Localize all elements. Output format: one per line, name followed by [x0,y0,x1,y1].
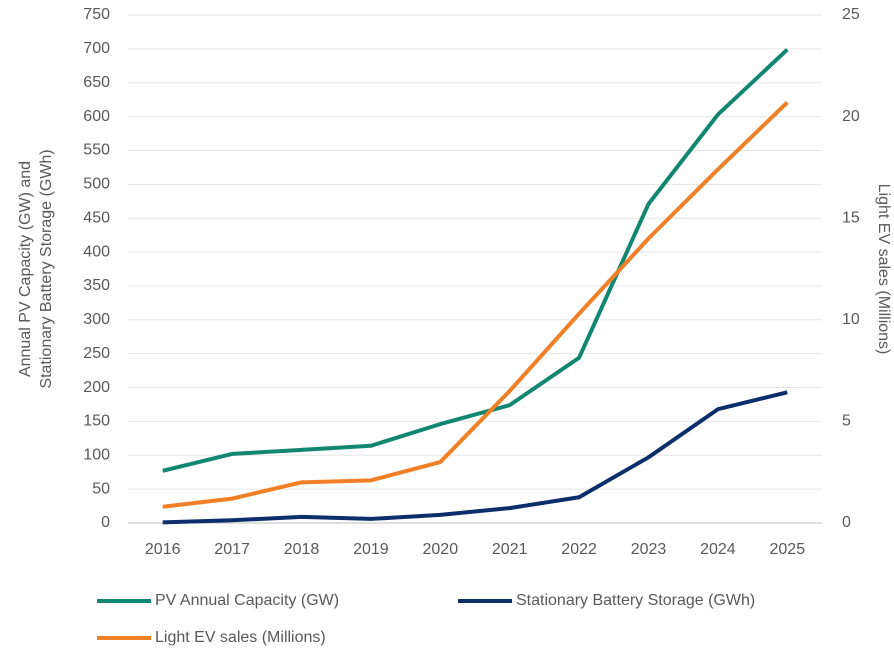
y2-tick-label: 5 [842,413,851,430]
y-tick-label: 250 [83,345,110,362]
y-tick-label: 300 [83,311,110,328]
y-tick-label: 500 [83,176,110,193]
x-tick-label: 2016 [145,541,181,558]
y-axis-label: Stationary Battery Storage (GWh) [38,149,55,388]
series-line [162,48,789,473]
x-tick-label: 2022 [561,541,597,558]
y-tick-label: 100 [83,446,110,463]
y2-tick-label: 25 [842,6,860,23]
y2-axis-label: Light EV sales (Millions) [875,184,892,355]
x-tick-label: 2023 [631,541,667,558]
y-tick-label: 50 [92,480,110,497]
x-tick-label: 2017 [214,541,250,558]
x-tick-label: 2024 [700,541,736,558]
y-tick-label: 750 [83,6,110,23]
y-tick-label: 400 [83,243,110,260]
y2-tick-label: 0 [842,514,851,531]
y-tick-label: 700 [83,40,110,57]
x-tick-label: 2019 [353,541,389,558]
y-tick-label: 550 [83,142,110,159]
y2-tick-label: 10 [842,311,860,328]
y-tick-label: 450 [83,209,110,226]
y-tick-label: 0 [101,514,110,531]
y2-tick-label: 20 [842,108,860,125]
x-tick-label: 2021 [492,541,528,558]
y-tick-label: 200 [83,379,110,396]
y-tick-label: 350 [83,277,110,294]
x-tick-label: 2025 [770,541,806,558]
y-tick-label: 650 [83,74,110,91]
y2-tick-label: 15 [842,209,860,226]
y-tick-label: 600 [83,108,110,125]
x-tick-label: 2020 [423,541,459,558]
legend-label: Stationary Battery Storage (GWh) [516,592,755,609]
x-tick-label: 2018 [284,541,320,558]
y-axis-label: Annual PV Capacity (GW) and [17,161,34,377]
legend-label: PV Annual Capacity (GW) [155,592,339,609]
legend-label: Light EV sales (Millions) [155,629,326,646]
series-line [162,390,788,525]
y-tick-label: 150 [83,413,110,430]
series-line [162,100,789,509]
